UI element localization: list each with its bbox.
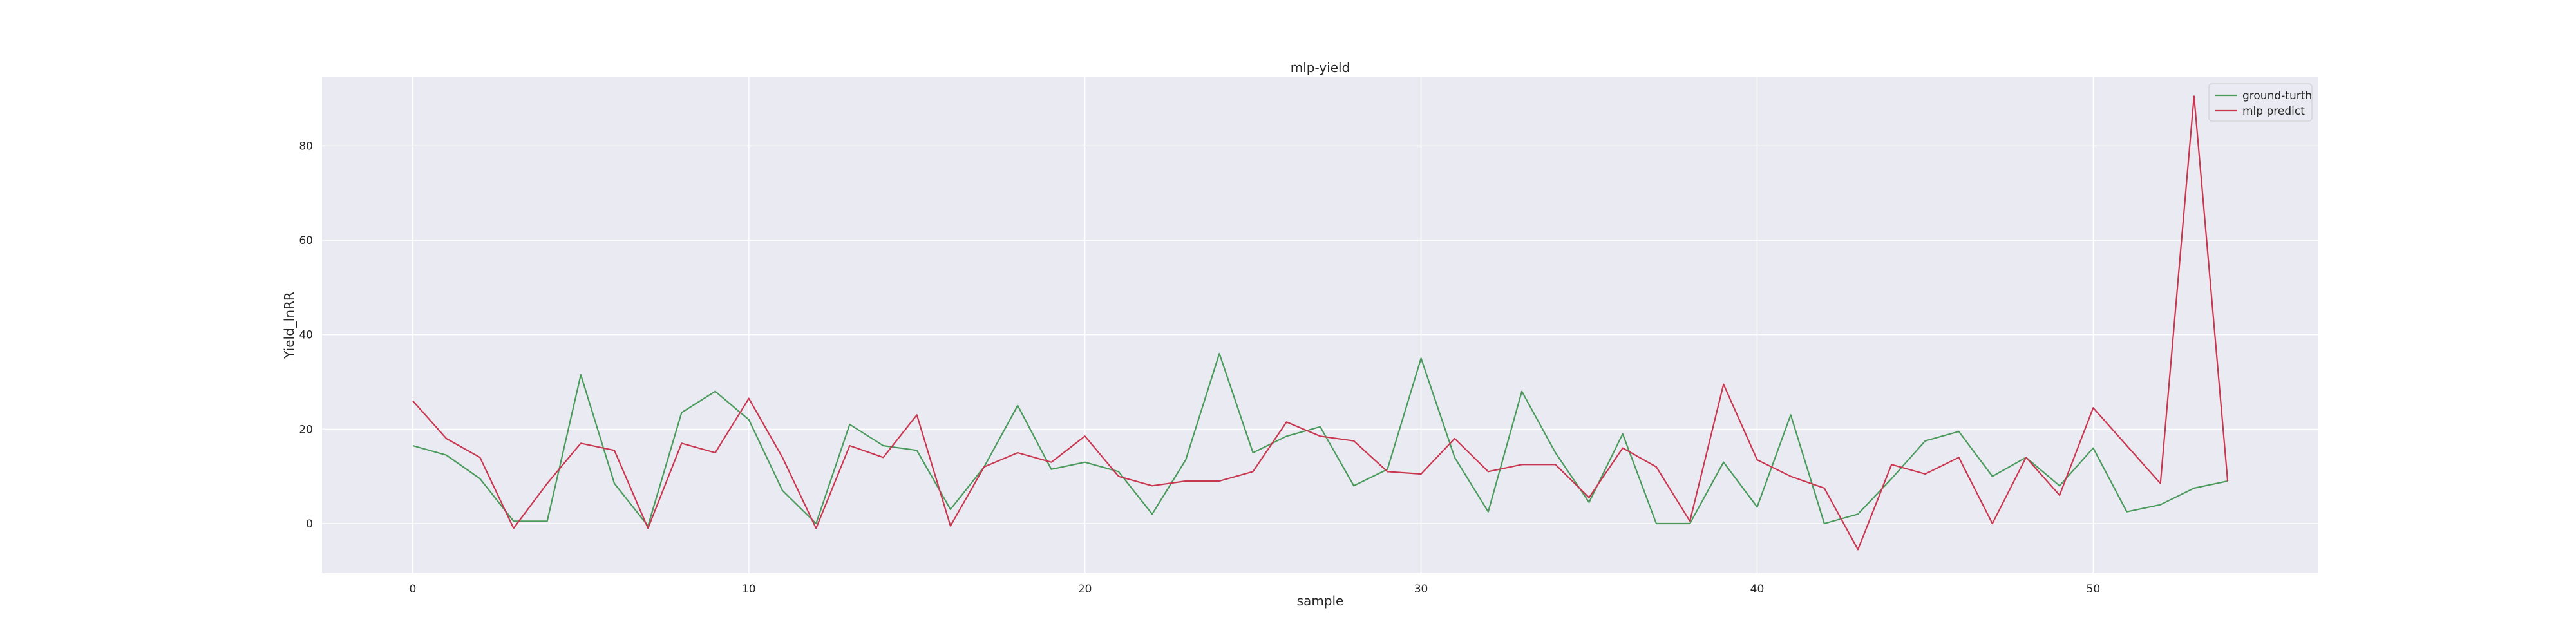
x-axis-ticks: 0 10 20 30 40 50: [409, 583, 2100, 596]
y-tick-label: 80: [299, 140, 313, 153]
y-tick-label: 60: [299, 234, 313, 247]
y-tick-label: 20: [299, 423, 313, 436]
series-lines: [412, 95, 2229, 551]
legend-box: [2208, 83, 2313, 122]
x-tick-label: 30: [1414, 583, 1428, 596]
x-axis-label: sample: [1297, 593, 1344, 609]
x-tick-label: 10: [742, 583, 756, 596]
y-axis-label: Yield_lnRR: [281, 292, 297, 359]
series-line-1: [412, 352, 2228, 527]
x-tick-label: 20: [1078, 583, 1092, 596]
plot-background: [322, 77, 2318, 573]
y-tick-label: 0: [306, 518, 313, 531]
grid: [322, 77, 2318, 573]
x-tick-label: 40: [1750, 583, 1765, 596]
series-line-2: [412, 95, 2229, 551]
legend: ground-turth mlp predict: [2208, 83, 2313, 122]
y-axis-ticks: 0 20 40 60 80: [299, 140, 313, 531]
y-tick-label: 40: [299, 329, 313, 342]
x-tick-label: 0: [409, 583, 416, 596]
legend-label: ground-turth: [2242, 90, 2312, 102]
chart-title: mlp-yield: [1291, 60, 1350, 75]
legend-label: mlp predict: [2242, 105, 2305, 118]
x-tick-label: 50: [2087, 583, 2101, 596]
